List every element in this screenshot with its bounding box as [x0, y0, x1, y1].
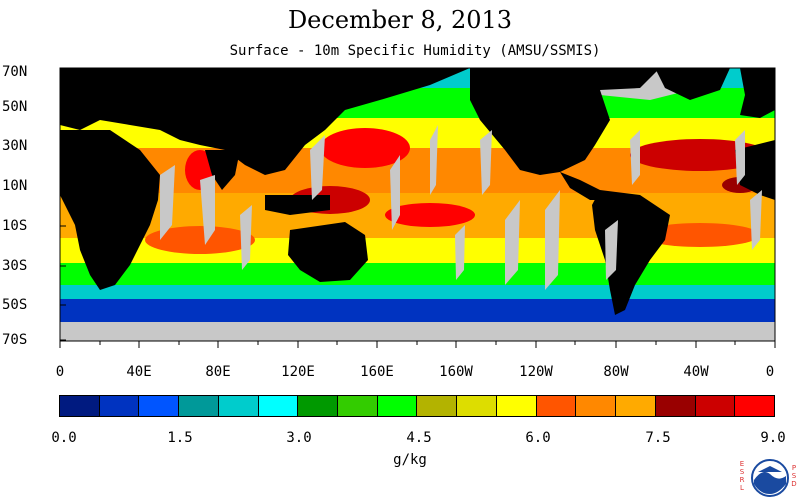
lat-label: 10N — [2, 178, 28, 194]
colorbar-swatch — [735, 396, 774, 416]
greenland — [655, 68, 730, 100]
lat-label: 50S — [2, 297, 28, 313]
colorbar-swatch — [60, 396, 100, 416]
lon-label: 120W — [519, 364, 553, 380]
lon-label: 160W — [439, 364, 473, 380]
indonesia — [265, 195, 330, 215]
lon-label: 160E — [360, 364, 394, 380]
colorbar-swatch — [218, 396, 259, 416]
lat-label: 50N — [2, 99, 28, 115]
lon-label: 120E — [281, 364, 315, 380]
colorbar-swatch — [417, 396, 458, 416]
africa — [60, 130, 160, 290]
eurasia — [60, 68, 470, 175]
lat-label: 70N — [2, 64, 28, 80]
europe-west — [740, 68, 775, 118]
india — [205, 150, 240, 190]
hot-spot-north-atlantic — [630, 139, 770, 171]
colorbar-swatch — [695, 396, 736, 416]
colorbar-swatch — [496, 396, 537, 416]
colorbar-tick-label: 1.5 — [167, 430, 193, 446]
colorbar-swatch — [616, 396, 656, 416]
colorbar-tick-label: 9.0 — [760, 430, 786, 446]
central-america — [560, 172, 605, 200]
australia — [288, 222, 368, 282]
colorbar-swatch — [377, 396, 418, 416]
lat-label: 30S — [2, 258, 28, 274]
lon-label: 0 — [55, 364, 65, 380]
south-america — [592, 190, 670, 315]
ocean-band-south-temperate — [60, 263, 775, 285]
colorbar-tick-label: 3.0 — [286, 430, 312, 446]
colorbar-swatch — [139, 396, 180, 416]
hot-spot-north-pacific — [320, 128, 410, 168]
lon-ticks — [59, 341, 776, 348]
noaa-seal-icon — [751, 459, 789, 497]
colorbar-swatch — [258, 396, 299, 416]
colorbar-swatch — [179, 396, 219, 416]
colorbar-tick-label: 6.0 — [525, 430, 551, 446]
colorbar-swatch — [576, 396, 617, 416]
colorbar — [59, 395, 775, 417]
colorbar-tick-label: 0.0 — [51, 430, 77, 446]
satellite-gaps — [160, 125, 762, 290]
lon-label: 80W — [603, 364, 629, 380]
north-america — [470, 68, 660, 175]
lat-ticks — [60, 71, 66, 341]
chart-title: December 8, 2013 — [287, 6, 513, 34]
chart-subtitle: Surface - 10m Specific Humidity (AMSU/SS… — [229, 43, 601, 59]
lon-label: 40W — [683, 364, 709, 380]
lon-label: 0 — [765, 364, 775, 380]
colorbar-swatch — [457, 396, 497, 416]
hot-spot-central-pacific — [385, 203, 475, 227]
colorbar-units: g/kg — [393, 452, 427, 468]
colorbar-swatch — [338, 396, 378, 416]
colorbar-tick-label: 4.5 — [406, 430, 432, 446]
lat-label: 70S — [2, 332, 28, 348]
hot-spot-south-atlantic — [640, 223, 760, 247]
lat-label: 10S — [2, 218, 28, 234]
antarctica — [60, 322, 775, 341]
colorbar-swatch — [536, 396, 577, 416]
colorbar-tick-label: 7.5 — [645, 430, 671, 446]
lon-label: 40E — [126, 364, 152, 380]
lon-label: 80E — [205, 364, 231, 380]
hot-spot-south-indian — [145, 226, 255, 254]
lat-label: 30N — [2, 138, 28, 154]
colorbar-swatch — [655, 396, 696, 416]
ocean-band-south-mid — [60, 285, 775, 299]
colorbar-swatch — [99, 396, 140, 416]
colorbar-swatch — [298, 396, 339, 416]
